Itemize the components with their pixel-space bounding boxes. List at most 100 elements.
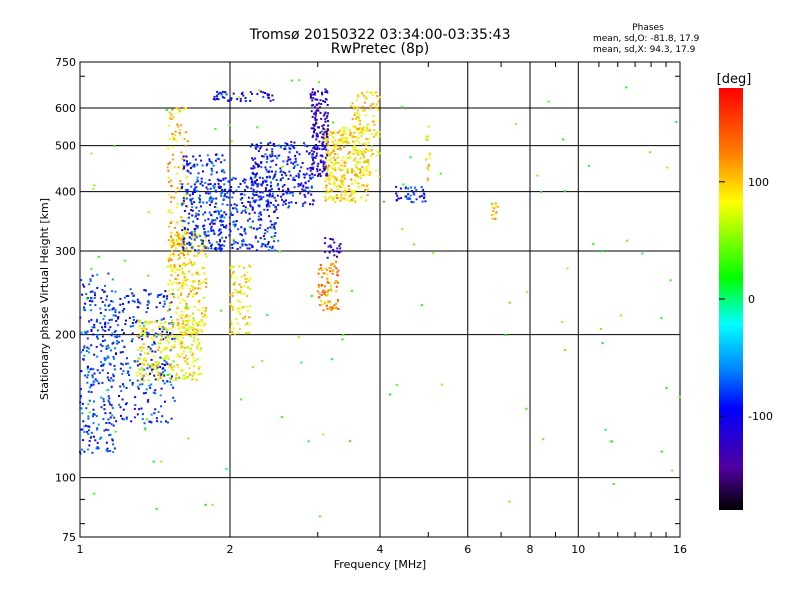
data-point [333, 182, 336, 185]
data-point [176, 172, 179, 175]
data-point [179, 109, 182, 112]
data-point [201, 245, 204, 247]
data-point [192, 155, 195, 158]
data-point [205, 192, 208, 195]
data-point [349, 440, 351, 443]
data-point [180, 237, 183, 240]
data-point [191, 326, 194, 329]
data-point [181, 310, 184, 313]
data-point [362, 143, 365, 146]
data-point [158, 325, 161, 328]
data-point [324, 146, 327, 148]
data-point [325, 269, 328, 272]
data-point [170, 378, 173, 381]
data-point [86, 330, 89, 333]
data-point [324, 179, 327, 182]
data-point [203, 227, 206, 230]
data-point [89, 290, 92, 293]
data-point [125, 402, 128, 405]
data-point [252, 167, 254, 170]
data-point [131, 292, 134, 295]
data-point [245, 281, 247, 283]
data-point [248, 279, 251, 282]
data-point [171, 108, 174, 111]
data-point [325, 177, 328, 180]
data-point [175, 247, 177, 250]
data-point [181, 263, 184, 266]
data-point [400, 197, 403, 200]
data-point [427, 135, 429, 138]
data-point [214, 127, 217, 130]
data-point [181, 370, 184, 372]
data-point [262, 196, 265, 198]
data-point [609, 440, 612, 443]
data-point [168, 256, 171, 259]
data-point [93, 435, 95, 438]
data-point [372, 135, 375, 138]
data-point [317, 272, 320, 275]
data-point [312, 93, 315, 96]
data-point [136, 413, 139, 416]
data-point [154, 389, 157, 392]
data-point [201, 320, 204, 323]
data-point [316, 170, 319, 173]
data-point [336, 197, 338, 200]
data-point [198, 366, 201, 368]
data-point [337, 269, 340, 272]
data-point [203, 233, 206, 236]
data-point [89, 280, 92, 283]
data-point [307, 180, 310, 183]
data-point [298, 79, 301, 82]
data-point [213, 231, 216, 234]
data-point [366, 159, 369, 162]
data-point [165, 347, 168, 350]
data-point [311, 153, 314, 156]
data-point [364, 159, 367, 162]
data-point [194, 158, 197, 161]
data-point [225, 236, 227, 239]
data-point [326, 170, 329, 173]
data-point [178, 233, 181, 236]
data-point [329, 189, 332, 192]
data-point [86, 337, 89, 340]
data-point [216, 217, 219, 220]
data-point [201, 242, 204, 245]
legend-line-x: mean, sd,X: 94.3, 17.9 [593, 45, 696, 55]
data-point [199, 200, 202, 203]
data-point [160, 420, 163, 423]
data-point [325, 128, 328, 131]
data-point [181, 202, 184, 205]
data-point [352, 125, 355, 128]
data-point [133, 360, 136, 363]
data-point [162, 349, 165, 352]
data-point [169, 208, 172, 211]
data-point [314, 114, 317, 117]
data-point [357, 129, 360, 132]
data-point [210, 245, 213, 247]
data-point [669, 279, 672, 282]
data-point [326, 280, 329, 283]
data-point [237, 299, 240, 302]
data-point [373, 123, 376, 126]
data-point [197, 309, 200, 312]
data-point [360, 130, 363, 133]
data-point [228, 223, 231, 225]
data-point [259, 237, 262, 240]
data-point [349, 194, 352, 197]
data-point [254, 236, 257, 239]
data-point [254, 146, 257, 149]
data-point [163, 358, 166, 361]
data-point [241, 202, 244, 204]
data-point [93, 400, 95, 403]
data-point [199, 372, 202, 375]
data-point [194, 359, 197, 362]
data-point [93, 291, 96, 294]
data-point [324, 196, 327, 199]
data-point [187, 182, 190, 185]
data-point [322, 128, 325, 131]
data-point [269, 220, 272, 223]
data-point [169, 245, 172, 248]
data-point [413, 243, 416, 246]
data-point [340, 178, 343, 181]
